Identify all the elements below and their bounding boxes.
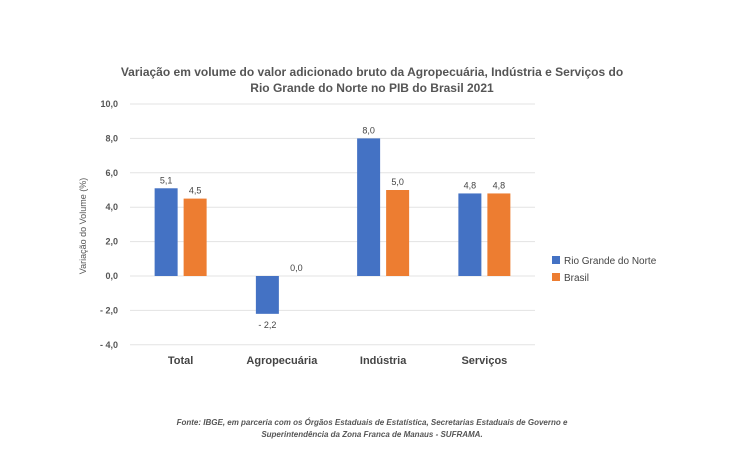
y-axis-label: Variação do Volume (%): [78, 178, 88, 274]
source-line-1: Fonte: IBGE, em parceria com os Órgãos E…: [177, 418, 568, 427]
legend-label: Brasil: [564, 273, 589, 284]
bar-rn: [458, 193, 482, 276]
y-tick-label: 0,0: [105, 271, 118, 281]
bar-rn: [255, 276, 279, 314]
data-label: 4,8: [464, 180, 477, 190]
y-tick-label: 4,0: [105, 202, 118, 212]
x-tick-label: Total: [168, 355, 193, 367]
bar-rn: [357, 138, 381, 276]
y-tick-label: 2,0: [105, 237, 118, 247]
data-label: 5,0: [391, 177, 404, 187]
data-label: 8,0: [362, 125, 375, 135]
y-tick-label: 8,0: [105, 133, 118, 143]
data-label: 5,1: [160, 175, 173, 185]
y-tick-label: 6,0: [105, 168, 118, 178]
y-tick-label: 10,0: [100, 99, 118, 109]
x-tick-label: Agropecuária: [246, 355, 318, 367]
bar-brasil: [487, 193, 511, 276]
y-tick-label: - 2,0: [100, 305, 118, 315]
legend-swatch: [552, 256, 560, 264]
y-tick-label: - 4,0: [100, 340, 118, 350]
data-label: - 2,2: [258, 320, 276, 330]
x-tick-label: Serviços: [461, 355, 507, 367]
data-label: 4,5: [189, 186, 202, 196]
bar-brasil: [386, 190, 410, 276]
bar-brasil: [183, 198, 207, 276]
data-label: 0,0: [290, 263, 303, 273]
legend-swatch: [552, 273, 560, 281]
x-tick-label: Indústria: [360, 355, 407, 367]
legend-label: Rio Grande do Norte: [564, 256, 657, 267]
chart-title-line-2: Rio Grande do Norte no PIB do Brasil 202…: [250, 81, 494, 95]
source-line-2: Superintendência da Zona Franca de Manau…: [261, 430, 482, 439]
data-label: 4,8: [493, 180, 506, 190]
chart-title-line-1: Variação em volume do valor adicionado b…: [121, 65, 623, 79]
bar-rn: [154, 188, 178, 276]
